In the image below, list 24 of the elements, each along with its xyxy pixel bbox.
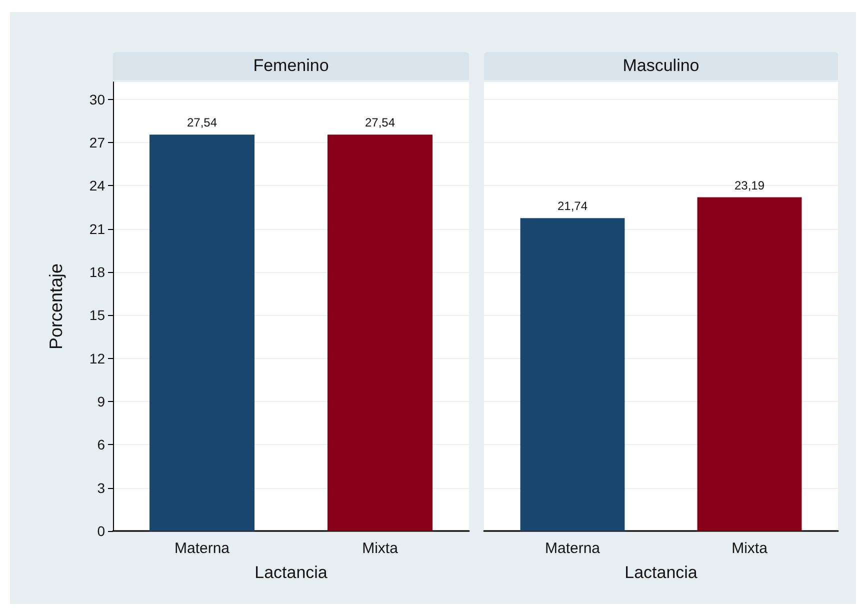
chart-title: Masculino <box>484 52 838 80</box>
data-label: 23,19 <box>734 178 765 192</box>
y-tick-label: 30 <box>89 91 106 108</box>
y-tick-label: 12 <box>89 350 106 366</box>
y-tick-label: 27 <box>89 134 106 150</box>
chart-title: Femenino <box>113 52 469 80</box>
x-tick-label: Mixta <box>732 540 768 557</box>
data-label: 21,74 <box>557 199 588 214</box>
x-axis-title: Lactancia <box>624 563 698 582</box>
x-axis-title: Lactancia <box>254 563 328 582</box>
x-tick-label: Materna <box>544 540 601 557</box>
y-tick-label: 0 <box>97 523 106 539</box>
y-tick-label: 9 <box>97 393 106 410</box>
y-tick-label: 18 <box>89 264 106 280</box>
x-tick-label: Materna <box>174 540 230 557</box>
y-tick-label: 15 <box>89 307 106 324</box>
data-label: 27,54 <box>186 116 218 130</box>
y-tick-label: 6 <box>97 436 106 453</box>
y-tick-label: 21 <box>89 220 106 237</box>
data-label: 27,54 <box>364 116 396 130</box>
x-tick-label: Mixta <box>362 540 399 557</box>
y-tick-label: 3 <box>97 480 106 496</box>
y-tick-label: 24 <box>89 178 106 194</box>
y-axis-title: Porcentaje <box>46 263 66 350</box>
